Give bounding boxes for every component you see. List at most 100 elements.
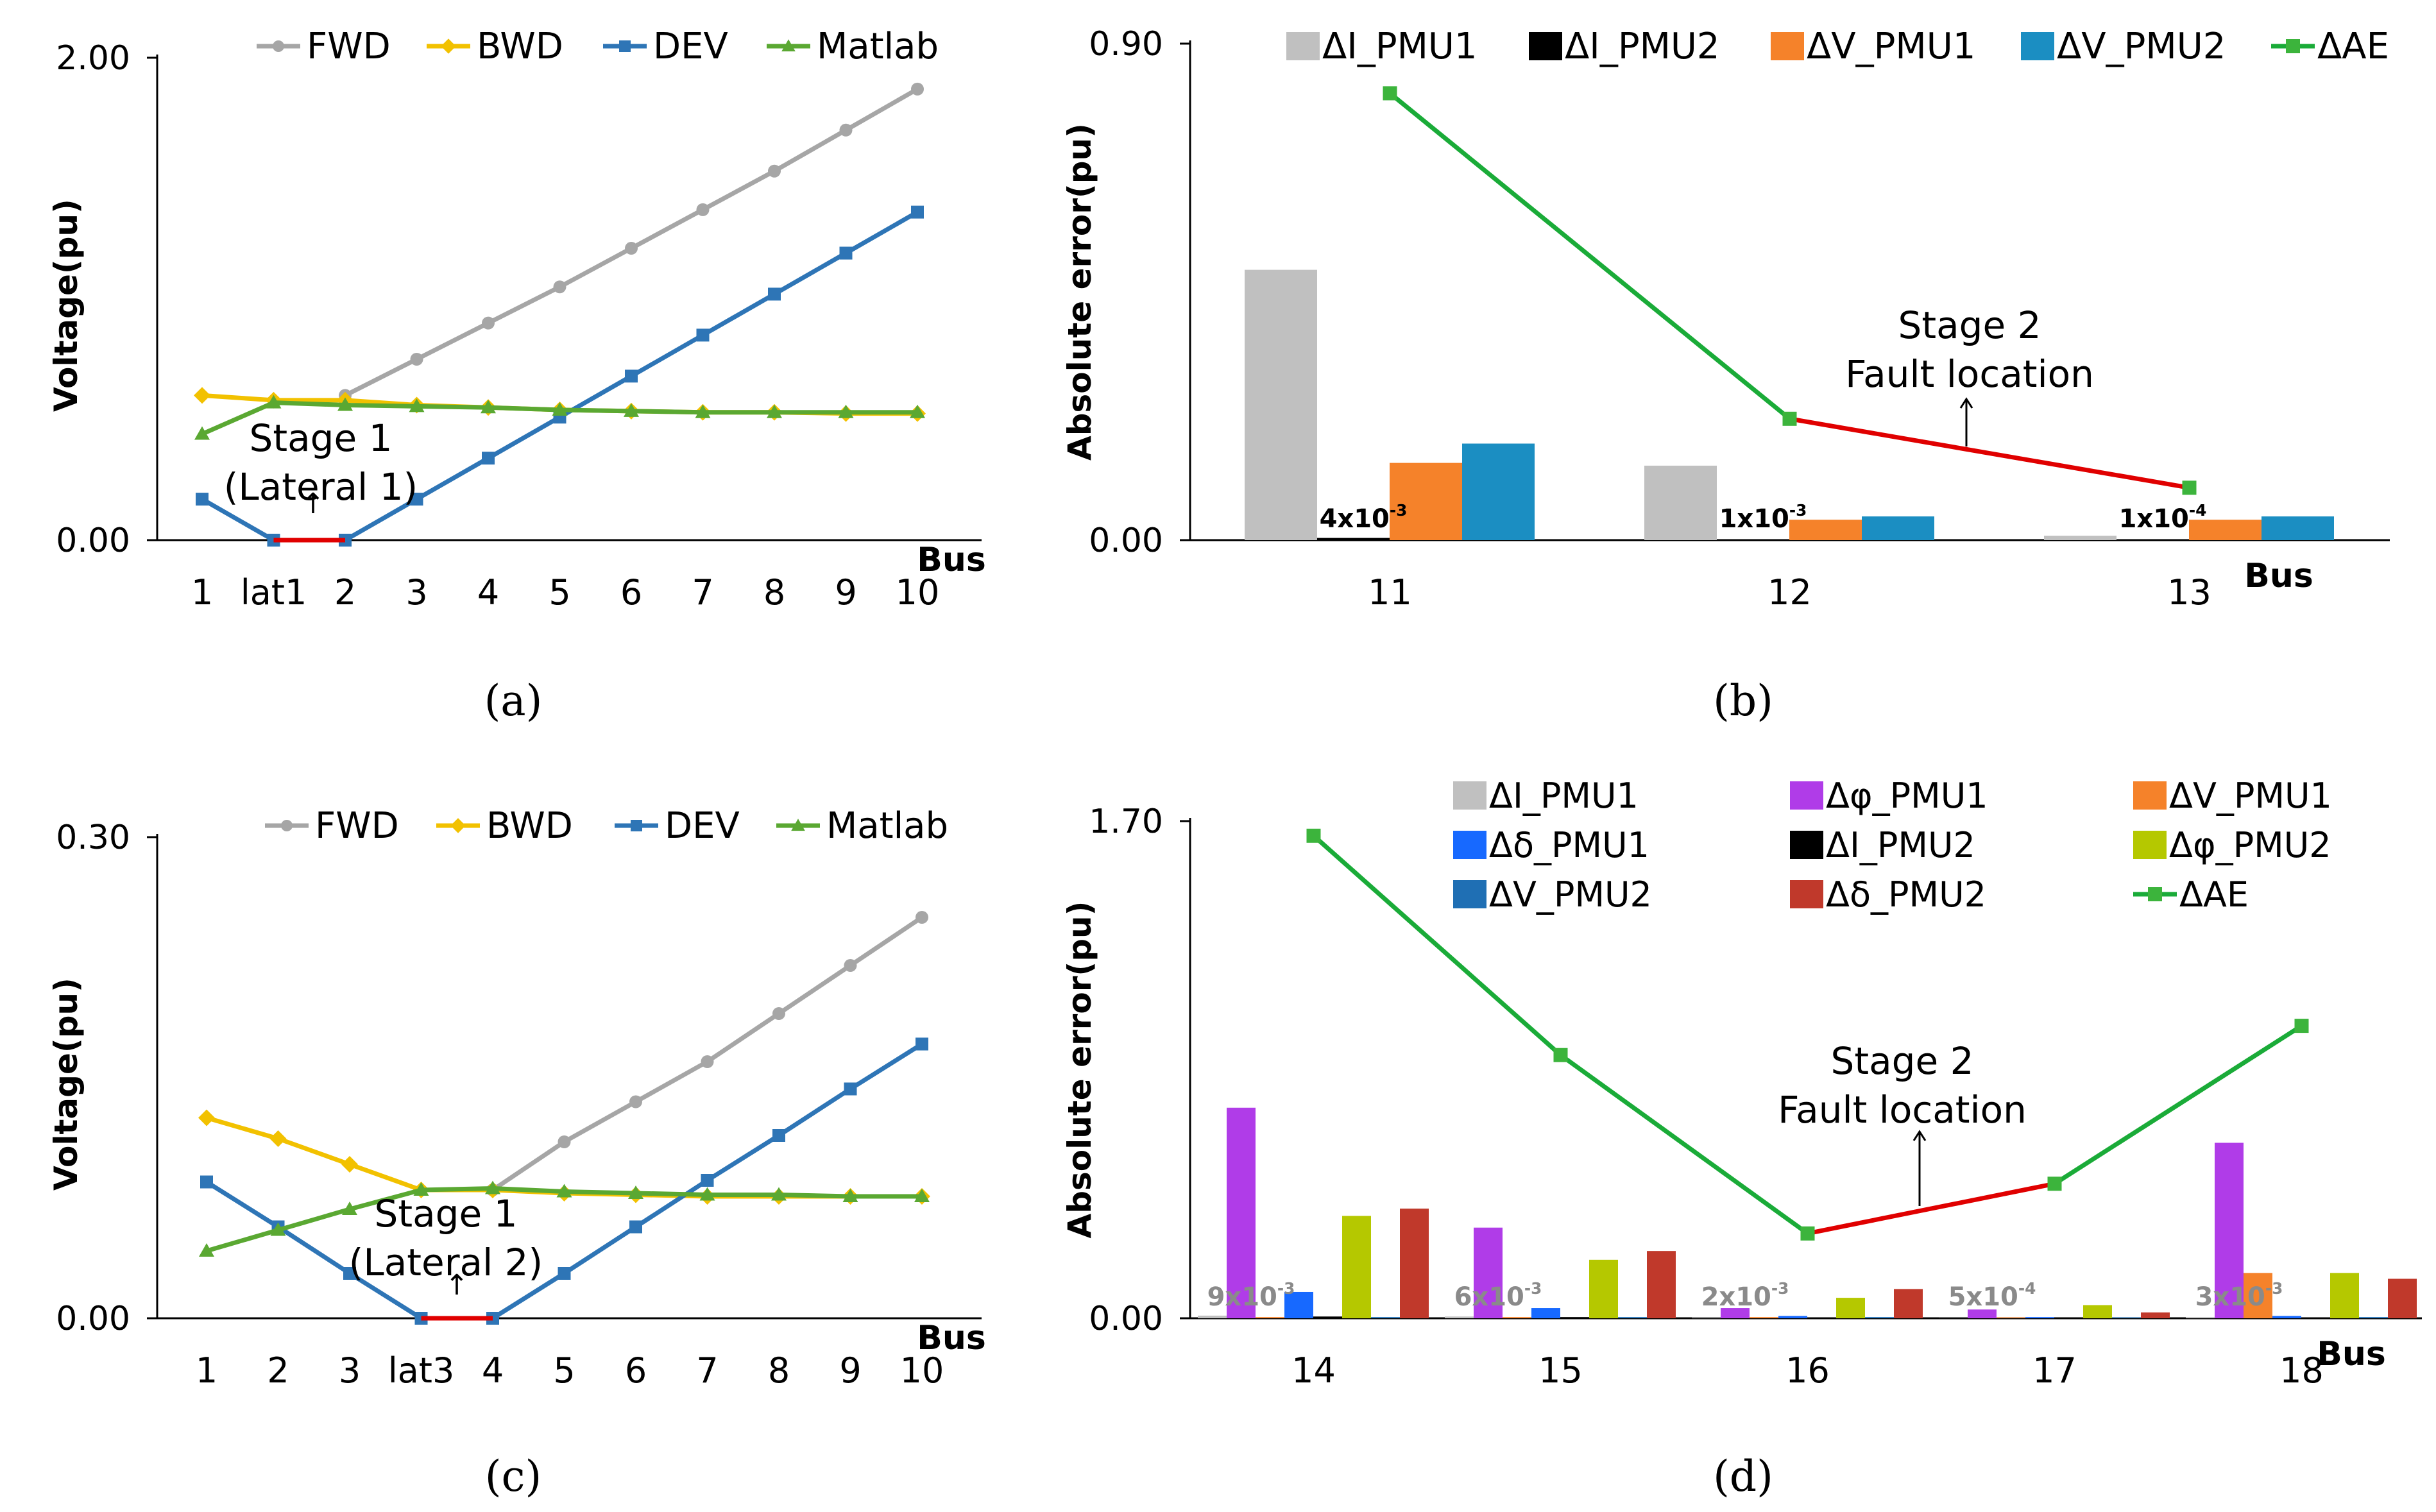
stage-annotation-arrow: ↑ bbox=[445, 1269, 469, 1302]
data-point-fwd bbox=[482, 316, 495, 330]
bar-ΔV_PMU2 bbox=[1371, 1317, 1400, 1318]
x-tick-label: 18 bbox=[2279, 1350, 2324, 1391]
data-point-dev bbox=[196, 493, 209, 506]
legend-label: ΔV_PMU1 bbox=[2169, 776, 2332, 816]
bar-Δφ_PMU2 bbox=[1342, 1216, 1371, 1318]
legend-label-ae: ΔAE bbox=[2317, 26, 2389, 67]
legend-marker-matlab bbox=[791, 819, 805, 831]
data-point-dev bbox=[844, 1082, 857, 1096]
data-point-matlab bbox=[624, 403, 639, 417]
data-point-matlab bbox=[628, 1185, 643, 1199]
bar-Δφ_PMU1 bbox=[1227, 1107, 1256, 1318]
ae-data-point bbox=[1800, 1226, 1815, 1241]
legend-label: ΔI_PMU1 bbox=[1489, 776, 1639, 816]
panel-label: (a) bbox=[484, 676, 543, 726]
ae-data-point bbox=[2294, 1019, 2309, 1033]
bar-value-label: 6x10-3 bbox=[1454, 1279, 1542, 1312]
y-tick-label-min: 0.00 bbox=[56, 1300, 130, 1338]
fault-location-segment bbox=[1789, 416, 2190, 490]
data-point-dev bbox=[629, 1220, 642, 1234]
x-tick-label: 3 bbox=[339, 1350, 361, 1391]
data-point-fwd bbox=[768, 164, 781, 178]
bar-ΔV_PMU1 bbox=[2189, 520, 2261, 540]
legend-swatch bbox=[2021, 32, 2054, 60]
x-tick-label: 6 bbox=[625, 1350, 647, 1391]
legend-swatch bbox=[1771, 32, 1804, 60]
panel-d-error-chart: 1.70 0.00 Absolute error(pu) Bus 14 15 16 17 18 9… bbox=[1061, 776, 2422, 1501]
legend-label-dev: DEV bbox=[653, 26, 728, 67]
legend-swatch bbox=[1790, 781, 1823, 810]
legend-label-matlab: Matlab bbox=[826, 805, 948, 847]
data-point-fwd bbox=[410, 353, 423, 366]
data-point-matlab bbox=[914, 1189, 930, 1202]
data-point-matlab bbox=[556, 1184, 572, 1198]
bar-ΔI_PMU1 bbox=[1644, 465, 1717, 540]
stage-annotation-arrow-head bbox=[1912, 1130, 1927, 1141]
legend-swatch bbox=[1453, 880, 1486, 908]
legend-label-bwd: BWD bbox=[486, 805, 573, 847]
data-point-dev bbox=[625, 370, 638, 383]
y-axis-title: Voltage(pu) bbox=[47, 199, 85, 412]
stage-annotation-line1: Stage 2 bbox=[1831, 1039, 1974, 1083]
x-tick-label: 1 bbox=[191, 572, 213, 613]
x-tick-label: 5 bbox=[553, 1350, 575, 1391]
x-tick-label: 7 bbox=[692, 572, 713, 613]
bar-Δδ_PMU1 bbox=[2025, 1317, 2054, 1318]
data-point-matlab bbox=[699, 1187, 715, 1201]
bar-ΔV_PMU1 bbox=[1789, 520, 1862, 540]
stage-annotation-line2: (Lateral 1) bbox=[224, 465, 418, 509]
bar-ΔI_PMU2 bbox=[1560, 1317, 1589, 1318]
legend-label: Δδ_PMU2 bbox=[1826, 874, 1986, 915]
x-tick-label: 14 bbox=[1291, 1350, 1336, 1391]
x-tick-label: 4 bbox=[477, 572, 499, 613]
data-point-fwd bbox=[553, 280, 566, 294]
y-tick-label-max: 2.00 bbox=[56, 39, 130, 78]
x-tick-label: 9 bbox=[835, 572, 856, 613]
legend-swatch bbox=[2133, 831, 2167, 859]
data-point-fwd bbox=[911, 82, 924, 96]
stage-annotation-line1: Stage 2 bbox=[1898, 303, 2041, 347]
panel-label: (c) bbox=[485, 1452, 541, 1501]
bar-Δφ_PMU1 bbox=[1968, 1309, 1997, 1318]
data-point-matlab bbox=[842, 1189, 858, 1202]
data-point-matlab bbox=[485, 1180, 500, 1194]
bar-ΔV_PMU1 bbox=[1503, 1317, 1531, 1318]
x-tick-label: lat3 bbox=[388, 1350, 455, 1391]
x-tick-label: lat1 bbox=[241, 572, 307, 613]
y-tick-label-min: 0.00 bbox=[1089, 522, 1163, 560]
data-point-dev bbox=[768, 287, 781, 301]
x-tick-label: 8 bbox=[768, 1350, 790, 1391]
stage-annotation-arrow-head bbox=[1959, 397, 1973, 409]
bar-value-label: 3x10-3 bbox=[2195, 1279, 2283, 1312]
x-tick-label: 3 bbox=[405, 572, 427, 613]
data-point-fwd bbox=[916, 911, 928, 924]
data-point-fwd bbox=[629, 1095, 642, 1109]
bar-ΔI_PMU1 bbox=[1445, 1316, 1474, 1318]
data-point-matlab bbox=[695, 404, 711, 418]
x-axis-title: Bus bbox=[2244, 557, 2313, 595]
data-point-matlab bbox=[409, 398, 425, 412]
x-axis-title: Bus bbox=[917, 541, 986, 579]
bar-Δδ_PMU2 bbox=[2388, 1278, 2417, 1318]
y-tick-label-max: 0.90 bbox=[1089, 25, 1163, 64]
data-point-matlab bbox=[199, 1243, 214, 1257]
bar-Δφ_PMU2 bbox=[1589, 1259, 1618, 1318]
x-tick-label: 10 bbox=[896, 572, 940, 613]
legend-label-fwd: FWD bbox=[315, 805, 399, 847]
fault-location-segment bbox=[1807, 1181, 2056, 1236]
data-point-dev bbox=[200, 1175, 213, 1189]
bar-ΔI_PMU1 bbox=[2044, 536, 2117, 540]
legend-marker-fwd bbox=[281, 820, 293, 831]
x-tick-label: 11 bbox=[1368, 572, 1412, 613]
x-axis-title: Bus bbox=[917, 1319, 986, 1357]
panel-label: (b) bbox=[1713, 676, 1773, 726]
ae-data-point bbox=[1306, 828, 1321, 843]
stage-annotation-arrow: ↑ bbox=[302, 488, 325, 520]
bar-ΔV_PMU2 bbox=[1462, 443, 1535, 540]
x-tick-label: 15 bbox=[1538, 1350, 1583, 1391]
bar-Δδ_PMU2 bbox=[1400, 1209, 1429, 1318]
data-point-matlab bbox=[270, 1222, 286, 1236]
legend-swatch bbox=[1529, 32, 1562, 60]
stage-annotation-line1: Stage 1 bbox=[250, 416, 393, 460]
